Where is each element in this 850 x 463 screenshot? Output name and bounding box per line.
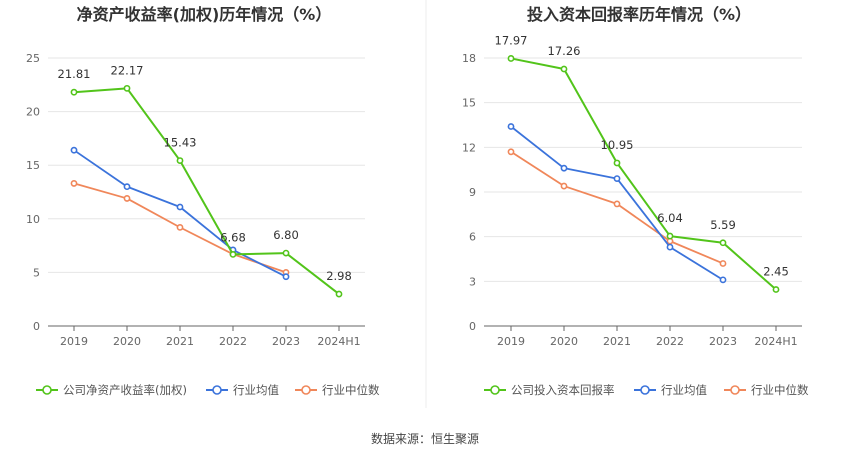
legend-label: 公司净资产收益率(加权) bbox=[63, 383, 187, 397]
data-label: 15.43 bbox=[164, 136, 197, 150]
x-tick-label: 2020 bbox=[550, 335, 578, 348]
series-line-3 bbox=[510, 151, 724, 265]
legend-item-1[interactable]: 公司投入资本回报率 bbox=[484, 383, 615, 397]
data-label: 2.98 bbox=[326, 269, 352, 283]
y-tick-label: 0 bbox=[33, 320, 40, 333]
data-label: 21.81 bbox=[58, 67, 91, 81]
x-tick-label: 2021 bbox=[166, 335, 194, 348]
data-point[interactable] bbox=[70, 180, 78, 187]
data-point[interactable] bbox=[613, 175, 621, 182]
data-point[interactable] bbox=[772, 286, 780, 293]
data-point[interactable] bbox=[719, 260, 727, 267]
x-tick-label: 2022 bbox=[219, 335, 247, 348]
data-point[interactable] bbox=[613, 159, 621, 167]
legend-swatch-marker bbox=[212, 385, 222, 395]
data-label: 6.80 bbox=[273, 228, 299, 242]
y-tick-label: 10 bbox=[26, 213, 40, 226]
data-point[interactable] bbox=[507, 123, 515, 130]
data-label: 5.59 bbox=[710, 218, 736, 232]
chart-1: 净资产收益率(加权)历年情况（%） 0 5 10 15 20 25 2019 2020 2021 2… bbox=[26, 5, 380, 397]
y-tick-label: 9 bbox=[469, 186, 476, 199]
data-label: 6.68 bbox=[220, 230, 246, 244]
series-line-1 bbox=[510, 57, 777, 291]
legend-item-3[interactable]: 行业中位数 bbox=[724, 383, 809, 397]
data-point[interactable] bbox=[335, 290, 343, 298]
data-point[interactable] bbox=[123, 183, 131, 191]
x-tick-label: 2023 bbox=[272, 335, 300, 348]
y-tick-label: 15 bbox=[462, 97, 476, 110]
data-point[interactable] bbox=[70, 146, 78, 154]
data-point[interactable] bbox=[560, 65, 568, 73]
data-point[interactable] bbox=[70, 88, 78, 96]
data-point[interactable] bbox=[282, 249, 290, 257]
legend-label: 行业均值 bbox=[233, 383, 279, 397]
data-label: 17.97 bbox=[495, 33, 528, 47]
legend-swatch-marker bbox=[490, 385, 500, 395]
chart-title: 投入资本回报率历年情况（%） bbox=[527, 5, 751, 24]
data-point[interactable] bbox=[666, 243, 674, 251]
x-tick-label: 2020 bbox=[113, 335, 141, 348]
y-tick-label: 3 bbox=[469, 275, 476, 288]
y-tick-label: 15 bbox=[26, 159, 40, 172]
x-tick-label: 2023 bbox=[709, 335, 737, 348]
legend-swatch-marker bbox=[42, 385, 52, 395]
data-label: 22.17 bbox=[111, 63, 144, 77]
x-tick-label: 2021 bbox=[603, 335, 631, 348]
x-tick-label: 2022 bbox=[656, 335, 684, 348]
legend-swatch-marker bbox=[730, 385, 740, 395]
data-label: 17.26 bbox=[548, 44, 581, 58]
data-point[interactable] bbox=[719, 276, 727, 284]
chart-2: 投入资本回报率历年情况（%） 0 3 6 9 12 15 18 2019 2020 2021 2022… bbox=[462, 5, 809, 397]
chart-title: 净资产收益率(加权)历年情况（%） bbox=[77, 5, 332, 24]
y-tick-label: 5 bbox=[33, 266, 40, 279]
legend-label: 公司投入资本回报率 bbox=[511, 383, 615, 397]
legend-swatch-marker bbox=[640, 385, 650, 395]
data-point[interactable] bbox=[176, 223, 184, 231]
y-tick-label: 20 bbox=[26, 106, 40, 119]
data-point[interactable] bbox=[176, 157, 184, 164]
y-tick-label: 0 bbox=[469, 320, 476, 333]
legend-item-3[interactable]: 行业中位数 bbox=[295, 383, 380, 397]
data-label: 10.95 bbox=[601, 138, 634, 152]
data-source-note: 数据来源：恒生聚源 bbox=[371, 431, 479, 446]
legend-label: 行业均值 bbox=[661, 383, 707, 397]
data-point[interactable] bbox=[282, 273, 290, 281]
data-point[interactable] bbox=[507, 148, 515, 156]
data-point[interactable] bbox=[176, 203, 184, 211]
series-line-2 bbox=[73, 149, 287, 278]
y-tick-label: 6 bbox=[469, 231, 476, 244]
legend-label: 行业中位数 bbox=[322, 383, 380, 397]
legend-item-2[interactable]: 行业均值 bbox=[206, 383, 279, 397]
series-line-1 bbox=[73, 87, 340, 295]
x-tick-label: 2024H1 bbox=[754, 335, 797, 348]
legend-swatch-marker bbox=[301, 385, 311, 395]
x-tick-label: 2024H1 bbox=[317, 335, 360, 348]
y-tick-label: 12 bbox=[462, 141, 476, 154]
y-tick-label: 18 bbox=[462, 52, 476, 65]
data-point[interactable] bbox=[719, 239, 727, 247]
data-point[interactable] bbox=[560, 182, 568, 190]
data-point[interactable] bbox=[613, 200, 621, 208]
x-tick-label: 2019 bbox=[60, 335, 88, 348]
y-tick-label: 25 bbox=[26, 52, 40, 65]
data-label: 6.04 bbox=[657, 211, 683, 225]
x-tick-label: 2019 bbox=[497, 335, 525, 348]
data-point[interactable] bbox=[507, 55, 515, 62]
data-point[interactable] bbox=[666, 232, 674, 240]
data-label: 2.45 bbox=[763, 265, 789, 279]
data-point[interactable] bbox=[123, 84, 131, 92]
legend-label: 行业中位数 bbox=[751, 383, 809, 397]
data-point[interactable] bbox=[229, 250, 237, 258]
legend-item-2[interactable]: 行业均值 bbox=[634, 383, 707, 397]
legend-item-1[interactable]: 公司净资产收益率(加权) bbox=[36, 383, 187, 397]
data-point[interactable] bbox=[123, 195, 131, 202]
data-point[interactable] bbox=[560, 164, 568, 172]
